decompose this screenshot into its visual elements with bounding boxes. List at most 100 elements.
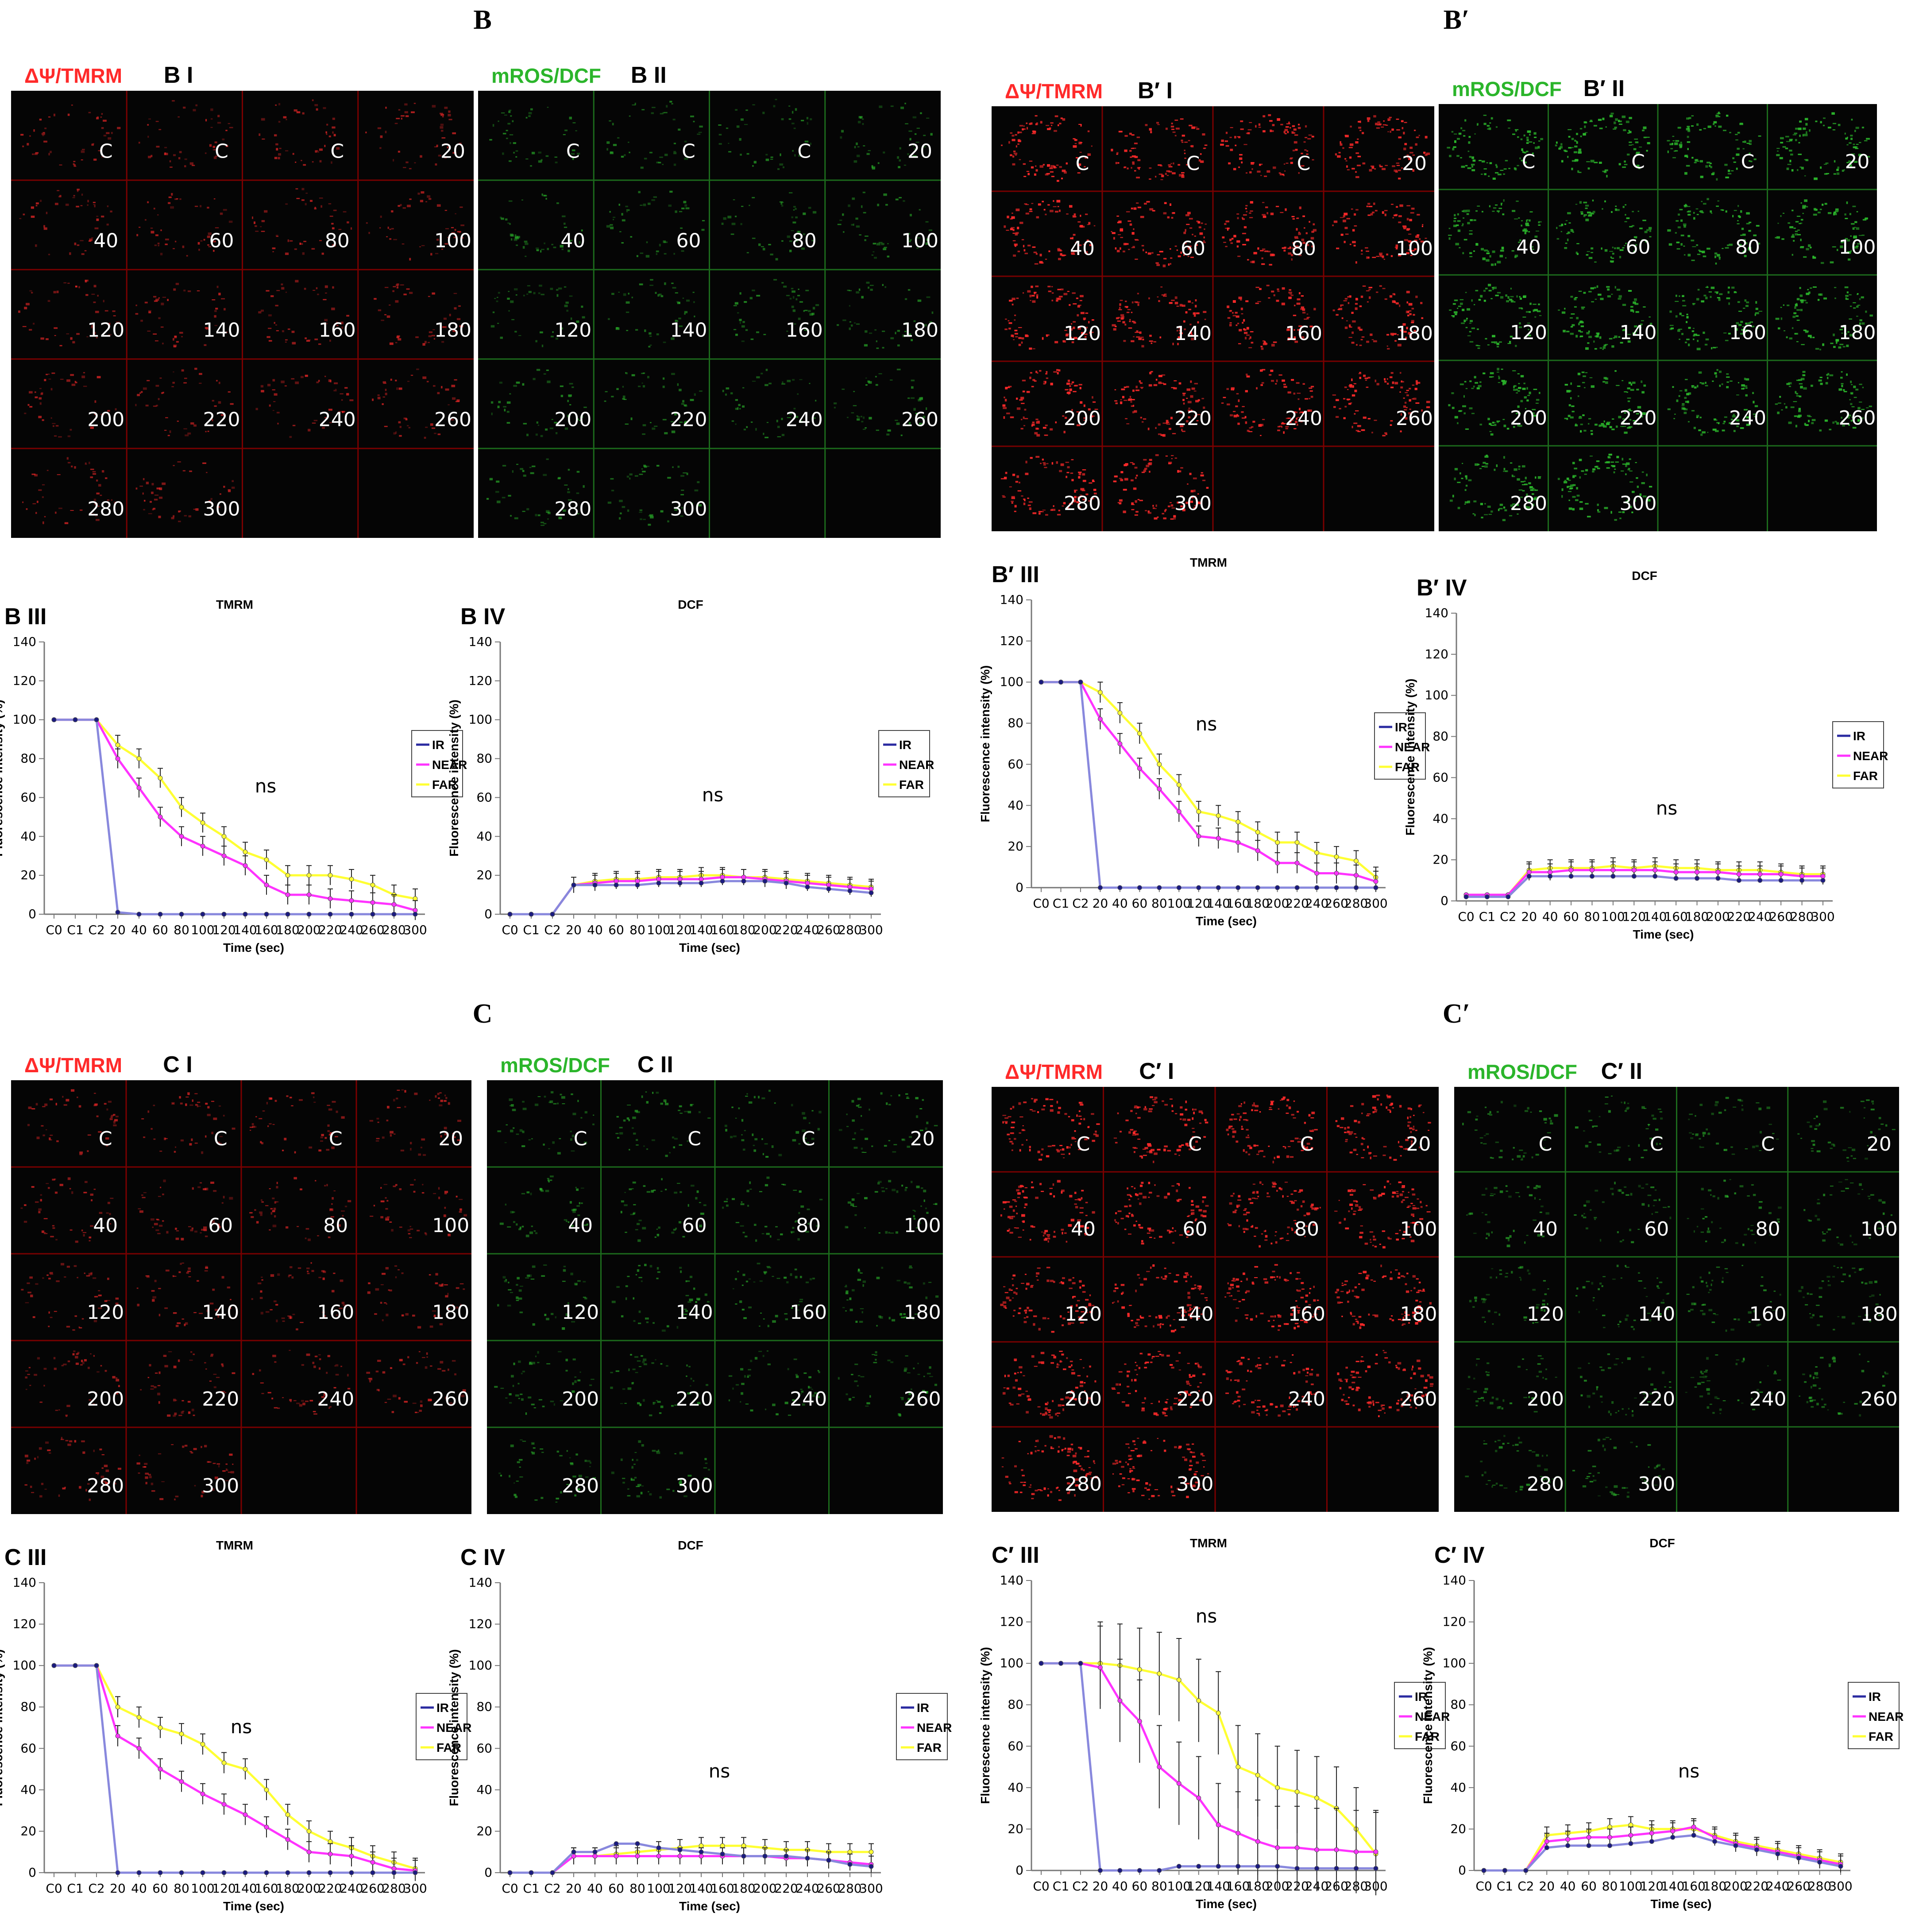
mitochondria-dot [1293, 128, 1297, 131]
mitochondria-dot [1682, 305, 1687, 307]
mitochondria-dot [96, 218, 99, 221]
mitochondria-dot [212, 146, 216, 148]
mitochondria-dot [1011, 501, 1014, 502]
mitochondria-dot [1607, 295, 1611, 298]
mitochondria-dot [1715, 375, 1718, 378]
mitochondria-dot [214, 310, 217, 312]
mitochondria-dot [1682, 300, 1685, 302]
mitochondria-dot [1681, 315, 1684, 317]
mitochondria-dot [1576, 141, 1578, 144]
mitochondria-dot [1857, 419, 1860, 422]
mitochondria-dot [1463, 209, 1467, 213]
mitochondria-dot [1149, 178, 1151, 180]
mitochondria-dot [1852, 227, 1855, 230]
mitochondria-dot [1618, 120, 1622, 122]
mitochondria-dot [1058, 369, 1061, 372]
mitochondria-dot [1619, 256, 1622, 259]
mitochondria-dot [1134, 170, 1136, 172]
mitochondria-dot [581, 305, 583, 308]
mitochondria-dot [158, 297, 160, 299]
mitochondria-dot [379, 147, 382, 149]
mitochondria-dot [641, 373, 644, 374]
mitochondria-dot [606, 148, 608, 151]
mitochondria-dot [1755, 301, 1757, 304]
cell-texture [487, 458, 585, 526]
time-label: 180 [901, 319, 938, 342]
mitochondria-dot [1745, 378, 1749, 381]
mitochondria-dot [1045, 381, 1046, 384]
cell-texture [837, 192, 932, 259]
mitochondria-dot [544, 242, 545, 244]
mitochondria-dot [1587, 167, 1590, 170]
mitochondria-dot [1467, 222, 1470, 224]
mitochondria-dot [1518, 413, 1521, 414]
mitochondria-dot [368, 232, 370, 234]
cell-texture [374, 283, 463, 346]
mitochondria-dot [165, 238, 169, 240]
mitochondria-dot [275, 235, 278, 236]
mitochondria-dot [171, 193, 173, 196]
mitochondria-dot [332, 117, 335, 120]
mitochondria-dot [1624, 431, 1628, 434]
mitochondria-dot [513, 385, 517, 387]
mitochondria-dot [451, 227, 454, 228]
mitochondria-dot [1073, 234, 1076, 236]
mitochondria-dot [1732, 157, 1734, 159]
mitochondria-dot [1348, 403, 1351, 405]
cell-texture [490, 285, 585, 348]
mitochondria-dot [1516, 504, 1519, 506]
mitochondria-dot [1079, 151, 1082, 153]
mitochondria-dot [1579, 321, 1584, 324]
mitochondria-dot [1136, 136, 1140, 138]
mitochondria-dot [1780, 215, 1782, 217]
mitochondria-dot [152, 508, 154, 510]
mitochondria-dot [1419, 238, 1421, 240]
mitochondria-dot [801, 120, 804, 121]
mitochondria-dot [1182, 393, 1186, 394]
mitochondria-dot [1622, 166, 1626, 168]
mitochondria-dot [338, 229, 342, 230]
mitochondria-dot [1390, 420, 1393, 422]
mitochondria-dot [1290, 157, 1293, 159]
mitochondria-dot [428, 198, 432, 200]
mitochondria-dot [856, 415, 858, 417]
mitochondria-dot [1568, 404, 1571, 406]
mitochondria-dot [1513, 386, 1515, 389]
mitochondria-dot [756, 376, 760, 379]
mitochondria-dot [1461, 322, 1465, 324]
mitochondria-dot [334, 382, 338, 384]
mitochondria-dot [1696, 348, 1701, 351]
mitochondria-dot [1283, 249, 1286, 252]
mitochondria-dot [281, 283, 283, 286]
mitochondria-dot [216, 380, 218, 382]
mitochondria-dot [1394, 340, 1397, 342]
mitochondria-dot [1699, 382, 1702, 383]
mitochondria-dot [1397, 344, 1402, 347]
mitochondria-dot [1683, 225, 1686, 228]
mitochondria-dot [1127, 167, 1129, 170]
mitochondria-dot [780, 202, 783, 205]
mitochondria-dot [1310, 396, 1313, 398]
mitochondria-dot [886, 433, 890, 436]
mitochondria-dot [1488, 290, 1492, 292]
mitochondria-dot [445, 228, 449, 229]
mitochondria-dot [202, 462, 206, 464]
mitochondria-dot [96, 479, 98, 482]
mitochondria-dot [1526, 493, 1528, 495]
mitochondria-dot [1533, 389, 1537, 390]
mitochondria-dot [1293, 329, 1295, 331]
mitochondria-dot [432, 292, 435, 295]
mitochondria-dot [1580, 135, 1582, 137]
mitochondria-dot [1696, 214, 1699, 215]
mitochondria-dot [572, 157, 574, 160]
mitochondria-dot [103, 120, 107, 122]
mitochondria-dot [1797, 229, 1800, 231]
mitochondria-dot [296, 198, 300, 199]
mitochondria-dot [1514, 506, 1515, 509]
mitochondria-dot [1701, 201, 1703, 202]
mitochondria-dot [610, 151, 614, 155]
mitochondria-dot [1347, 296, 1349, 298]
mitochondria-dot [89, 461, 90, 464]
mitochondria-dot [1406, 394, 1409, 396]
